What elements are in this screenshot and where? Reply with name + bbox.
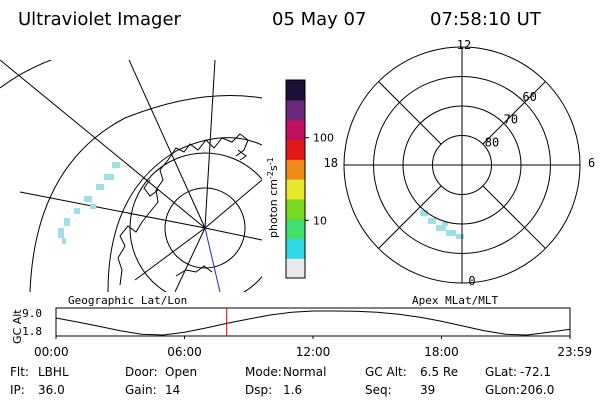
footer-key: Flt: <box>10 365 29 379</box>
meridian-line <box>134 227 206 281</box>
colorbar-segment <box>286 119 305 140</box>
altitude-xtick-label: 12:00 <box>296 345 331 359</box>
mlt-spoke <box>378 81 442 145</box>
footer-value: 14 <box>165 383 180 397</box>
colorbar-segment <box>286 218 305 239</box>
footer-value: 36.0 <box>38 383 65 397</box>
geo-map-label: Geographic Lat/Lon <box>68 294 187 307</box>
footer-value: Normal <box>283 365 326 379</box>
meridian-line <box>174 227 206 292</box>
latitude-circle <box>29 95 262 292</box>
aurora-emission <box>58 162 120 244</box>
footer-value: 39 <box>420 383 435 397</box>
footer-key: Mode: <box>245 365 282 379</box>
coastline <box>117 133 249 286</box>
meridian-line <box>204 179 262 229</box>
time-label: 07:58:10 UT <box>430 9 542 30</box>
altitude-chart: 9.0 1.8GC Alt 00:00 06:00 12:00 18:00 23:59 <box>11 307 592 359</box>
footer-key: Door: <box>125 365 158 379</box>
footer-key: Seq: <box>365 383 392 397</box>
geographic-map <box>0 60 262 292</box>
meridian-line <box>19 191 206 229</box>
meridian-line <box>128 60 206 229</box>
footer-value: Open <box>165 365 197 379</box>
colorbar-segment <box>286 99 305 121</box>
footer-value: -72.1 <box>520 365 551 379</box>
altitude-ytick-label: 9.0 <box>22 307 42 320</box>
footer-key: GLon: <box>485 383 520 397</box>
altitude-series-line <box>55 310 571 336</box>
colorbar-segment <box>286 198 305 220</box>
altitude-xtick-label: 23:59 <box>557 345 592 359</box>
altitude-xtick-label: 00:00 <box>34 345 69 359</box>
colorbar-segment <box>286 80 305 101</box>
mlt-spoke <box>482 185 546 249</box>
colorbar: 100 10 <box>285 79 334 279</box>
altitude-xtick-label: 06:00 <box>167 345 202 359</box>
colorbar-segment <box>286 238 305 259</box>
latitude-label: 70 <box>504 113 518 127</box>
latitude-label: 60 <box>522 90 536 104</box>
mlt-label: 6 <box>588 156 595 170</box>
footer-value: 206.0 <box>520 383 554 397</box>
footer-key: GLat: <box>485 365 517 379</box>
footer-key: IP: <box>10 383 25 397</box>
colorbar-unit-label: photon cm-2s-1 <box>266 157 280 238</box>
instrument-title: Ultraviolet Imager <box>18 9 182 30</box>
latitude-circle <box>107 137 262 292</box>
latitude-label: 80 <box>485 135 499 149</box>
colorbar-segment <box>286 159 305 180</box>
altitude-ytick-label: 1.8 <box>22 325 42 338</box>
geo-grid <box>0 60 262 292</box>
meridian-line <box>204 227 262 241</box>
colorbar-frame <box>285 79 306 279</box>
mlt-label: 0 <box>468 274 475 288</box>
footer-value: 6.5 Re <box>420 365 458 379</box>
footer-key: Dsp: <box>245 383 272 397</box>
footer-key: GC Alt: <box>365 365 407 379</box>
mlt-spoke <box>482 81 546 145</box>
date-label: 05 May 07 <box>272 9 366 30</box>
polar-plot-label: Apex MLat/MLT <box>412 294 498 307</box>
colorbar-segment <box>286 179 305 200</box>
colorbar-tick-label: 100 <box>313 132 334 145</box>
terminator-line <box>204 227 221 292</box>
colorbar-segment <box>286 258 305 279</box>
latitude-circle <box>164 187 246 269</box>
colorbar-tick-label: 10 <box>313 214 327 227</box>
latitude-circle <box>0 60 53 89</box>
footer-key: Gain: <box>125 383 157 397</box>
footer-info: Flt: LBHL Door: Open Mode: Normal GC Alt: 6.5 R… <box>10 365 554 397</box>
meridian-line <box>0 60 206 229</box>
footer-value: LBHL <box>38 365 69 379</box>
aurora-emission <box>420 210 464 239</box>
altitude-xtick-label: 18:00 <box>424 345 459 359</box>
colorbar-segment <box>286 139 305 160</box>
mlt-label: 12 <box>457 38 471 52</box>
mlt-spoke <box>378 185 442 249</box>
mlt-label: 18 <box>324 156 338 170</box>
footer-value: 1.6 <box>283 383 302 397</box>
altitude-ylabel: GC Alt <box>11 309 24 344</box>
